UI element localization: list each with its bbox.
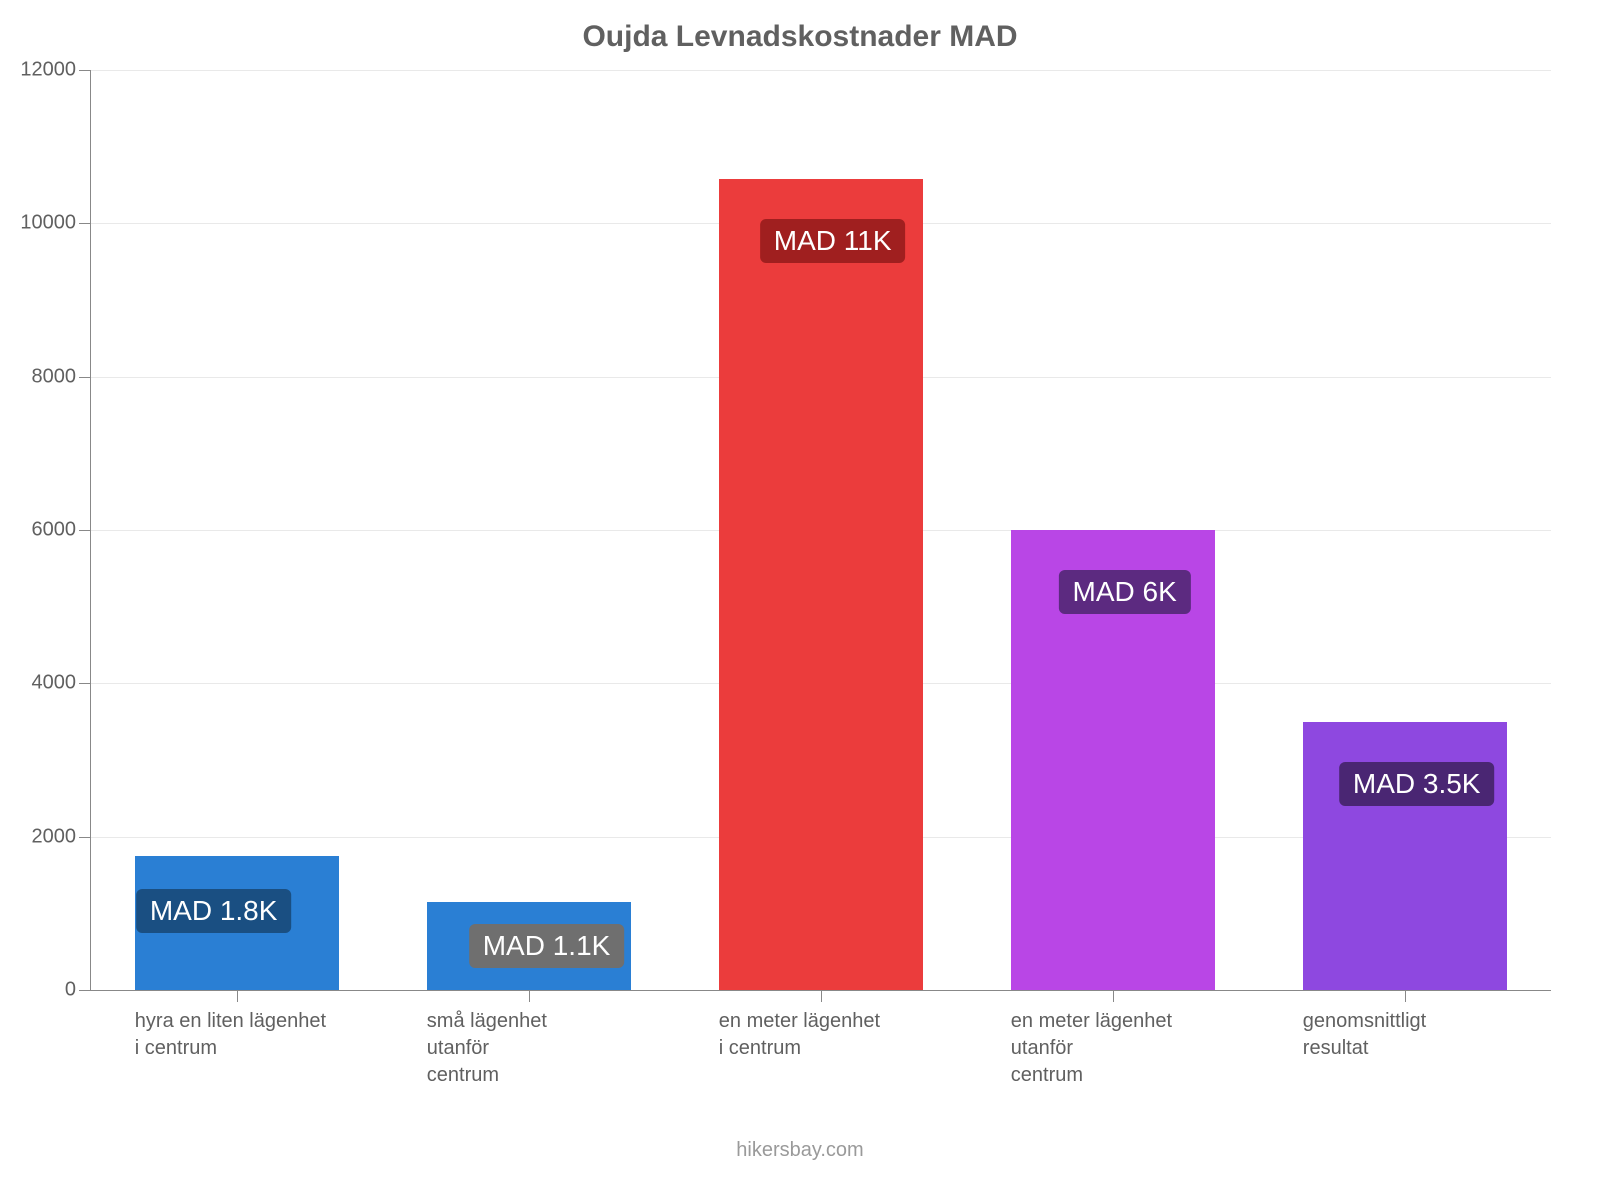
- y-tick: [79, 223, 91, 224]
- y-tick-label: 10000: [20, 212, 76, 235]
- y-tick: [79, 70, 91, 71]
- x-tick-label: små lägenhet utanför centrum: [427, 1008, 671, 1089]
- y-tick: [79, 683, 91, 684]
- chart-title: Oujda Levnadskostnader MAD: [0, 20, 1600, 54]
- y-tick-label: 6000: [32, 519, 77, 542]
- x-tick-label: en meter lägenhet utanför centrum: [1011, 1008, 1255, 1089]
- plot-area: 020004000600080001000012000MAD 1.8Khyra …: [90, 70, 1551, 991]
- x-tick-label: en meter lägenhet i centrum: [719, 1008, 963, 1062]
- x-tick: [237, 990, 238, 1002]
- y-tick-label: 2000: [32, 825, 77, 848]
- y-tick-label: 8000: [32, 365, 77, 388]
- bar-value-label: MAD 1.8K: [136, 889, 292, 933]
- bar: [719, 179, 923, 990]
- bar-value-label: MAD 6K: [1059, 570, 1191, 614]
- x-tick-label: hyra en liten lägenhet i centrum: [135, 1008, 379, 1062]
- bar-value-label: MAD 3.5K: [1339, 762, 1495, 806]
- y-tick-label: 4000: [32, 672, 77, 695]
- x-tick-label: genomsnittligt resultat: [1303, 1008, 1547, 1062]
- y-tick-label: 0: [65, 979, 76, 1002]
- y-tick: [79, 530, 91, 531]
- grid-line: [91, 70, 1551, 71]
- x-tick: [821, 990, 822, 1002]
- y-tick: [79, 990, 91, 991]
- y-tick: [79, 377, 91, 378]
- x-tick: [529, 990, 530, 1002]
- y-tick: [79, 837, 91, 838]
- bar-value-label: MAD 1.1K: [469, 924, 625, 968]
- chart-container: Oujda Levnadskostnader MAD 0200040006000…: [0, 0, 1600, 1200]
- bar-value-label: MAD 11K: [760, 219, 906, 263]
- chart-footer: hikersbay.com: [0, 1139, 1600, 1162]
- x-tick: [1405, 990, 1406, 1002]
- x-tick: [1113, 990, 1114, 1002]
- y-tick-label: 12000: [20, 59, 76, 82]
